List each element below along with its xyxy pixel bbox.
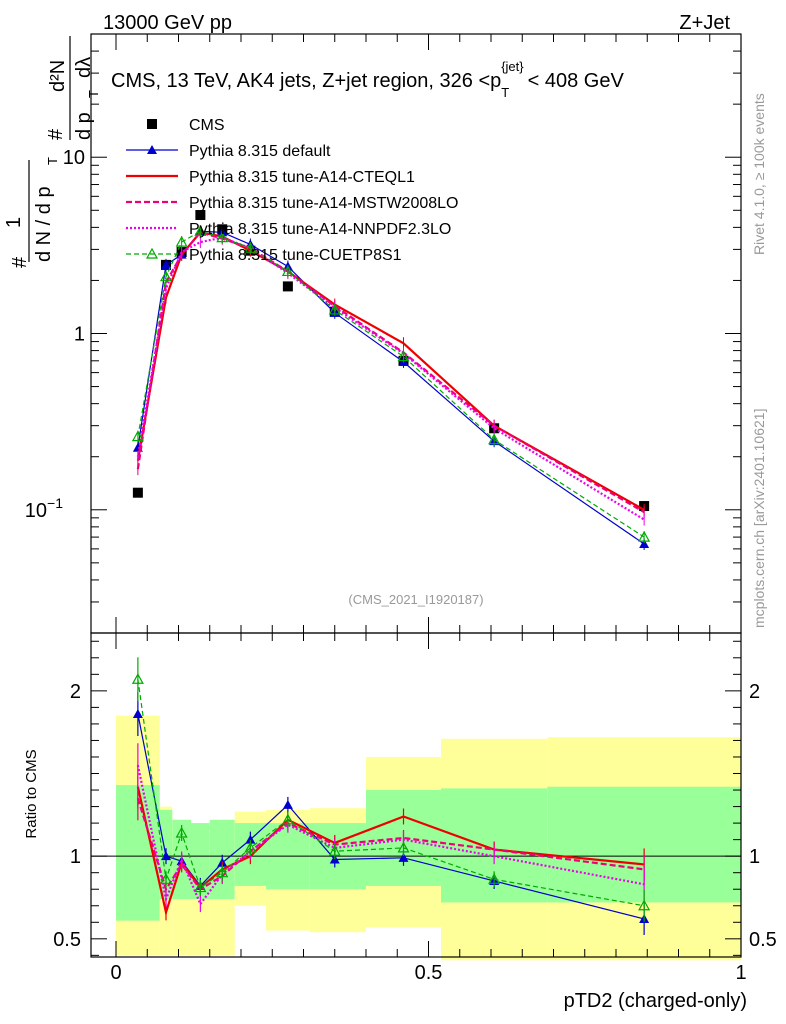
plot-title: CMS, 13 TeV, AK4 jets, Z+jet region, 326… (111, 59, 624, 100)
plot-title-tail: < 408 GeV (528, 70, 625, 92)
point-default-10 (639, 538, 650, 548)
ratio-point-cuetp8s1-5 (244, 841, 257, 853)
ratio-ytick-label-right-2: 2 (749, 681, 760, 703)
point-cuetp8s1-1 (159, 270, 173, 282)
ratio-point-cuetp8s1-4 (216, 866, 229, 878)
ratio-point-cuetp8s1-8 (397, 841, 410, 853)
ylabel-d2n: d²N (47, 60, 69, 92)
ylabel-one: 1 (3, 217, 25, 228)
y-axis-label-main: # 1 d N / d p T # d²N d p T dλ (3, 36, 101, 268)
legend-entry-mstw: Pythia 8.315 tune-A14-MSTW2008LO (126, 195, 458, 212)
main-ytick-label-0: 10−1 (25, 495, 63, 522)
ratio-plot-series (131, 657, 651, 935)
ratio-point-cuetp8s1-10 (638, 899, 651, 911)
ratio-point-default-6 (282, 799, 293, 809)
legend-label-mstw: Pythia 8.315 tune-A14-MSTW2008LO (189, 195, 458, 212)
legend-label-cuetp8s1: Pythia 8.315 tune-CUETP8S1 (189, 247, 402, 264)
x-axis-label: pTD2 (charged-only) (564, 990, 747, 1012)
ratio-uncertainty-bands (91, 715, 741, 961)
series-line-mstw (136, 231, 645, 514)
legend-entry-cms: CMS (147, 117, 225, 134)
xtick-label-1: 0.5 (415, 962, 443, 984)
series-line-nnpdf (136, 236, 645, 521)
point-cuetp8s1-4 (216, 231, 229, 243)
ratio-frame (90, 632, 742, 958)
point-default-1 (161, 259, 171, 269)
main-ytick-label-2: 10 (63, 147, 85, 169)
ratio-point-cuetp8s1-3 (194, 881, 207, 893)
point-cms-6 (282, 281, 293, 292)
ylabel-hash-1: # (9, 256, 31, 268)
header-right: Z+Jet (679, 12, 730, 34)
rivet-version-label: Rivet 4.1.0, ≥ 100k events (751, 93, 767, 255)
main-ytick-label-sup-0: −1 (47, 495, 63, 511)
ratio-series-cuetp8s1 (131, 657, 651, 922)
ratio-point-cuetp8s1-6 (281, 813, 294, 825)
ratio-ytick-label-left-1: 1 (70, 846, 81, 868)
plot-title-subscript: T (501, 85, 509, 100)
legend-entry-nnpdf: Pythia 8.315 tune-A14-NNPDF2.3LO (126, 221, 451, 238)
legend-label-default: Pythia 8.315 default (189, 143, 331, 160)
legend-label-nnpdf: Pythia 8.315 tune-A14-NNPDF2.3LO (189, 221, 451, 238)
series-default (132, 225, 650, 550)
legend-label-cms: CMS (189, 117, 225, 134)
legend-entry-cuetp8s1: Pythia 8.315 tune-CUETP8S1 (126, 247, 402, 264)
legend-marker-default (147, 145, 157, 154)
ratio-ytick-label-left-0: 0.5 (53, 929, 81, 951)
legend-marker-cms (147, 119, 157, 129)
point-cms-3 (195, 210, 206, 221)
ylabel-sub-t-2: T (86, 90, 101, 98)
ratio-point-cuetp8s1-7 (328, 844, 341, 856)
legend-entry-default: Pythia 8.315 default (126, 143, 331, 160)
point-cuetp8s1-9 (488, 433, 501, 445)
legend-entry-cteql1: Pythia 8.315 tune-A14-CTEQL1 (126, 169, 415, 186)
ratio-point-cuetp8s1-1 (159, 873, 173, 884)
legend-label-cteql1: Pythia 8.315 tune-A14-CTEQL1 (189, 169, 415, 186)
ratio-point-cuetp8s1-0 (131, 673, 144, 684)
main-plot-series (131, 210, 651, 550)
ratio-point-cuetp8s1-2 (175, 826, 188, 838)
point-cuetp8s1-5 (244, 241, 257, 253)
series-cuetp8s1 (131, 225, 651, 544)
legend-marker-cuetp8s1 (145, 247, 159, 259)
analysis-watermark: (CMS_2021_I1920187) (348, 592, 483, 607)
ratio-ytick-label-right-0: 0.5 (749, 929, 777, 951)
point-cuetp8s1-3 (194, 225, 207, 236)
ratio-point-default-8 (398, 852, 409, 862)
ylabel-dlambda: dλ (73, 57, 95, 78)
mcplots-citation-label: mcplots.cern.ch [arXiv:2401.10621] (751, 409, 767, 628)
header-left: 13000 GeV pp (103, 12, 232, 34)
point-cuetp8s1-6 (281, 265, 294, 277)
ylabel-hash-2: # (45, 128, 67, 140)
ylabel-dp: d p (73, 112, 95, 140)
ratio-ytick-label-left-2: 2 (70, 681, 81, 703)
point-cuetp8s1-10 (638, 530, 651, 542)
ratio-point-default-0 (132, 709, 143, 718)
xtick-label-0: 0 (110, 962, 121, 984)
plot-title-main: CMS, 13 TeV, AK4 jets, Z+jet region, 326… (111, 70, 501, 92)
point-cuetp8s1-0 (131, 430, 144, 442)
main-ytick-label-1: 1 (74, 324, 85, 346)
point-cuetp8s1-7 (328, 303, 341, 315)
point-cuetp8s1-2 (175, 235, 188, 247)
ylabel-sub-t-1: T (45, 157, 60, 165)
ratio-ytick-label-right-1: 1 (749, 846, 760, 868)
plot-title-superscript: {jet} (501, 59, 524, 74)
xtick-label-2: 1 (735, 962, 746, 984)
series-line-default (137, 230, 645, 545)
y-axis-label-ratio: Ratio to CMS (23, 749, 40, 838)
ylabel-dn-dpt: d N / d p (33, 186, 55, 262)
series-nnpdf (136, 231, 645, 526)
legend: CMS Pythia 8.315 default Pythia 8.315 tune… (126, 117, 458, 264)
series-mstw (136, 226, 645, 519)
point-cuetp8s1-8 (397, 350, 410, 362)
ratio-point-default-5 (245, 834, 256, 844)
ratio-point-cuetp8s1-9 (488, 873, 501, 884)
point-cms-0 (132, 487, 143, 498)
